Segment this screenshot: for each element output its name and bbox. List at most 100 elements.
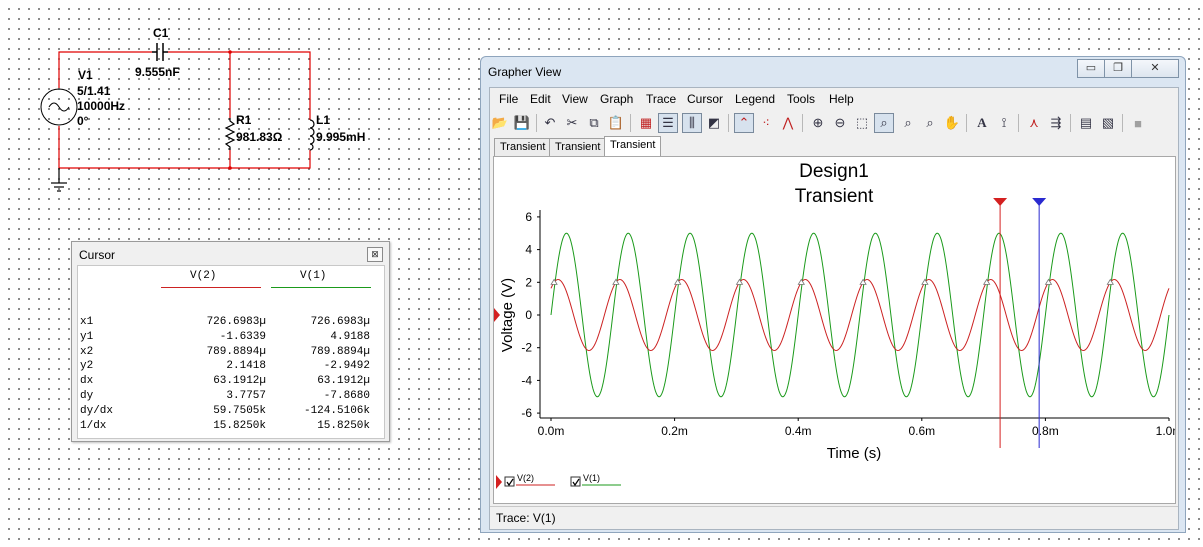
- zoom-full-icon[interactable]: ⌕: [874, 113, 894, 133]
- stop-icon[interactable]: ■: [1134, 115, 1142, 131]
- v1-amplitude: 5/1.41: [77, 84, 111, 98]
- inductor-l1[interactable]: [309, 119, 315, 151]
- open-icon[interactable]: 📂: [491, 115, 509, 130]
- x-tick-label: 1.0m: [1156, 424, 1175, 438]
- zoom-y-icon[interactable]: ⌕: [926, 115, 934, 130]
- cursor-table-row: x1 726.6983µ 726.6983µ: [78, 316, 384, 330]
- menu-edit[interactable]: Edit: [530, 92, 551, 106]
- cut-icon[interactable]: ✂: [566, 115, 578, 130]
- copy-icon[interactable]: ⧉: [589, 115, 599, 130]
- pan-hand-icon[interactable]: ✋: [943, 115, 961, 130]
- y-tick-label: 2: [525, 275, 532, 289]
- cursor-table: V(2) V(1) x1 726.6983µ 726.6983µ y1 -1.6339 4…: [77, 265, 385, 439]
- cursor-table-row: dx 63.1912µ 63.1912µ: [78, 375, 384, 389]
- menu-legend[interactable]: Legend: [735, 92, 776, 106]
- grapher-client-area: File Edit View Graph Trace Cursor Legend…: [489, 87, 1182, 530]
- r1-name: R1: [236, 113, 252, 127]
- text-label-icon[interactable]: A: [977, 115, 987, 130]
- status-text: Trace: V(1): [496, 511, 556, 525]
- paste-icon[interactable]: 📋: [607, 115, 625, 130]
- data-point-marker: [673, 278, 682, 285]
- resistor-r1[interactable]: [224, 118, 236, 150]
- chart-subtitle: Transient: [795, 186, 874, 207]
- zoom-in-icon[interactable]: ⊕: [812, 115, 824, 130]
- series-line-v2: [550, 279, 1170, 351]
- x-tick-label: 0.8m: [1032, 424, 1059, 438]
- c1-value: 9.555nF: [135, 65, 180, 79]
- zoom-area-icon[interactable]: ⬚: [855, 115, 869, 130]
- plot-area[interactable]: Design1 Transient 6 4 2 0 -2 -4 -6 0.0m 0.2m 0.4m 0.…: [493, 156, 1182, 504]
- y-tick-label: -4: [521, 373, 532, 387]
- chart-svg[interactable]: Design1 Transient 6 4 2 0 -2 -4 -6 0.0m 0.2m 0.4m 0.…: [494, 157, 1182, 503]
- cursor-row-label: y1: [80, 331, 94, 343]
- cursor-col-header-v2: V(2): [190, 270, 217, 282]
- cursor-col-header-v1: V(1): [300, 270, 327, 282]
- ac-source-v1[interactable]: [40, 88, 78, 126]
- legend-toggle-icon[interactable]: ☰: [658, 113, 678, 133]
- x-tick-label: 0.2m: [661, 424, 688, 438]
- cursor-window[interactable]: Cursor ⊠ V(2) V(1) x1 726.6983µ 726.6983µ y…: [71, 241, 390, 442]
- maximize-button[interactable]: ❐: [1104, 59, 1132, 78]
- x-axis-label: Time (s): [827, 445, 881, 462]
- grid-icon[interactable]: ▦: [639, 115, 653, 130]
- series-line-v1: [550, 232, 1170, 398]
- menu-view[interactable]: View: [562, 92, 588, 106]
- cursor-value-v1: -2.9492: [323, 360, 370, 372]
- export-excel-icon[interactable]: ▤: [1079, 115, 1093, 130]
- v1-name: V1: [78, 68, 93, 82]
- show-lines-icon[interactable]: ⌃: [734, 113, 754, 133]
- cursor-value-v1: 15.8250k: [317, 420, 370, 432]
- minimize-button[interactable]: ▭: [1077, 59, 1105, 78]
- data-point-marker: [1106, 278, 1114, 285]
- menu-help[interactable]: Help: [829, 92, 854, 106]
- zoom-x-icon[interactable]: ⌕: [904, 115, 912, 130]
- save-icon[interactable]: 💾: [513, 115, 531, 130]
- cursor-value-v1: 789.8894µ: [310, 346, 370, 358]
- close-button[interactable]: ✕: [1131, 59, 1179, 78]
- cursor-value-v2: -1.6339: [219, 331, 266, 343]
- cursor-row-label: x2: [80, 346, 94, 358]
- toolbar-separator: [630, 114, 631, 132]
- export-icon[interactable]: ⇶: [1050, 115, 1062, 130]
- x-tick-label: 0.0m: [538, 424, 565, 438]
- data-point-marker: [982, 278, 991, 285]
- cursors-toggle-icon[interactable]: ⫼: [682, 113, 702, 133]
- y-axis-pointer: [494, 308, 500, 322]
- overlay-traces-icon[interactable]: ⋏: [1029, 115, 1039, 130]
- toolbar-separator: [728, 114, 729, 132]
- cursor-value-v1: 4.9188: [330, 331, 370, 343]
- cursor-value-v1: -124.5106k: [303, 405, 370, 417]
- capacitor-c1[interactable]: [152, 43, 168, 61]
- undo-icon[interactable]: ↶: [544, 115, 556, 130]
- legend-label: V(1): [583, 473, 600, 483]
- cursor-row-label: y2: [80, 360, 94, 372]
- tab-transient-3[interactable]: Transient: [604, 136, 662, 156]
- reverse-colors-icon[interactable]: ◩: [707, 115, 721, 130]
- cursor-value-v2: 726.6983µ: [206, 316, 266, 328]
- grapher-window[interactable]: Grapher View ▭ ❐ ✕ File Edit View Graph …: [480, 56, 1186, 533]
- tab-transient-2[interactable]: Transient: [549, 138, 607, 157]
- menu-cursor[interactable]: Cursor: [687, 92, 724, 106]
- cursor-row-label: dy: [80, 390, 94, 402]
- cursor-table-row: x2 789.8894µ 789.8894µ: [78, 346, 384, 360]
- l1-name: L1: [316, 113, 330, 127]
- zoom-out-icon[interactable]: ⊖: [834, 115, 846, 130]
- lines-points-icon[interactable]: ⋀: [782, 115, 794, 130]
- status-bar: Trace: V(1): [490, 506, 1178, 529]
- export-mathcad-icon[interactable]: ▧: [1101, 115, 1115, 130]
- cursor-value-v2: 63.1912µ: [213, 375, 266, 387]
- menu-tools[interactable]: Tools: [787, 92, 816, 106]
- menu-trace[interactable]: Trace: [646, 92, 677, 106]
- data-point-marker: [550, 278, 558, 285]
- legend-label: V(2): [517, 473, 534, 483]
- show-points-icon[interactable]: ⁖: [762, 115, 770, 130]
- menu-file[interactable]: File: [499, 92, 519, 106]
- menu-graph[interactable]: Graph: [600, 92, 634, 106]
- toolbar: 📂 💾 ↶ ✂ ⧉ 📋 ▦ ☰ ⫼ ◩ ⌃ ⁖ ⋀ ⊕ ⊖ ⬚ ⌕ ⌕ ⌕ ✋ …: [490, 111, 1178, 135]
- tab-transient-1[interactable]: Transient: [494, 138, 552, 157]
- cursor-handle-2: [1032, 198, 1047, 206]
- annotation-icon[interactable]: ⟟: [1001, 115, 1007, 130]
- cursor-window-close-button[interactable]: ⊠: [367, 247, 383, 262]
- c1-name: C1: [153, 26, 169, 40]
- legend-check-icon: [506, 478, 514, 487]
